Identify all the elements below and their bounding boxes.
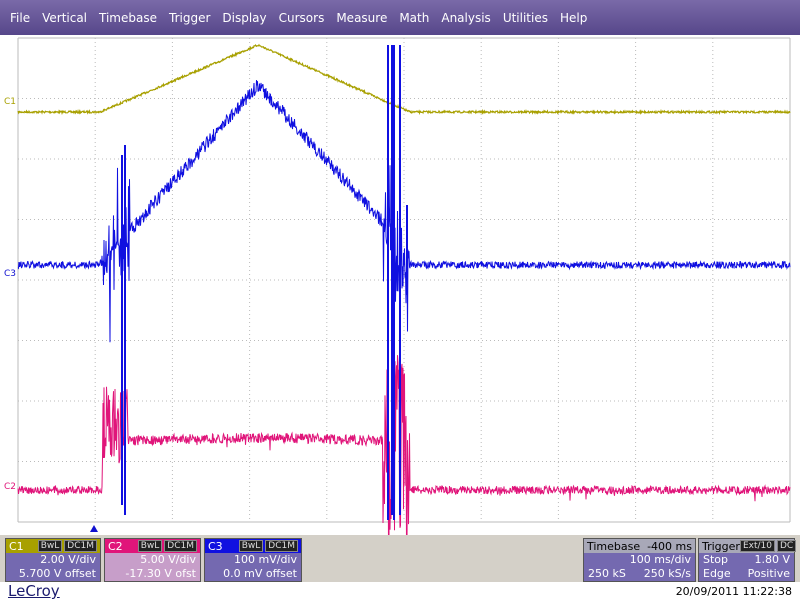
scale: 2.00 V/div (40, 553, 96, 566)
trigger-box[interactable]: Trigger Ext/10 DC Stop 1.80 V Edge Positive (698, 538, 797, 582)
timebase-title: Timebase (587, 539, 641, 553)
footer: LeCroy 20/09/2011 11:22:38 (0, 582, 800, 600)
offset: 5.700 V offset (18, 567, 96, 580)
trace-label: C3 (4, 269, 16, 279)
menu-item[interactable]: Vertical (42, 10, 88, 25)
coupling: DC1M (64, 540, 97, 552)
timebase-box[interactable]: Timebase -400 ms 100 ms/div 250 kS 250 kS/… (583, 538, 696, 582)
channel-name: C2 (108, 539, 123, 553)
bw: BwL (137, 540, 163, 552)
trace-c1 (17, 43, 791, 116)
traces (17, 43, 791, 535)
menu-item[interactable]: Math (399, 10, 430, 25)
bw: BwL (238, 540, 264, 552)
menu-item[interactable]: Measure (336, 10, 388, 25)
trace-label: C2 (4, 482, 16, 492)
channel-box[interactable]: C1 BwL DC1M 2.00 V/div 5.700 V offset (5, 538, 101, 582)
trigger-source: Ext/10 (739, 540, 775, 552)
menu-item[interactable]: Timebase (99, 10, 157, 25)
rate: 250 kS/s (643, 567, 691, 580)
trigger-title: Trigger (702, 539, 740, 553)
trace-label: C1 (4, 97, 16, 107)
menu-item[interactable]: Trigger (169, 10, 211, 25)
samples: 250 kS (588, 567, 626, 580)
scale: 5.00 V/div (140, 553, 196, 566)
trigger-mode: Stop (703, 553, 729, 566)
scale: 100 mV/div (234, 553, 297, 566)
trace-c3 (17, 80, 791, 343)
trigger-type: Edge (703, 567, 731, 580)
trace-c2 (17, 355, 791, 535)
trigger-slope: Positive (747, 567, 790, 580)
channel-box[interactable]: C3 BwL DC1M 100 mV/div 0.0 mV offset (204, 538, 302, 582)
grid (17, 37, 791, 523)
menu-item[interactable]: Utilities (502, 10, 548, 25)
brand: LeCroy (8, 582, 60, 600)
trigger-marker (90, 525, 98, 532)
timestamp: 20/09/2011 11:22:38 (675, 585, 792, 598)
delay: -400 ms (647, 539, 692, 553)
channel-box[interactable]: C2 BwL DC1M 5.00 V/div -17.30 V ofst (104, 538, 201, 582)
channel-name: C3 (208, 539, 223, 553)
trigger-level: 1.80 V (754, 553, 790, 566)
coupling: DC1M (164, 540, 197, 552)
trigger-coupling: DC (776, 540, 797, 552)
menu-item[interactable]: Analysis (441, 10, 491, 25)
offset: -17.30 V ofst (125, 567, 196, 580)
channel-name: C1 (9, 539, 24, 553)
menu-bar: File Vertical Timebase Trigger Display Cursor… (0, 0, 800, 35)
coupling: DC1M (265, 540, 298, 552)
menu-item[interactable]: Display (222, 10, 267, 25)
offset: 0.0 mV offset (223, 567, 297, 580)
menu-item[interactable]: File (10, 10, 31, 25)
menu-item[interactable]: Cursors (278, 10, 325, 25)
menu-item[interactable]: Help (559, 10, 588, 25)
time-scale: 100 ms/div (629, 553, 691, 566)
bw: BwL (37, 540, 63, 552)
waveform-display: C1 C3 C2 (0, 35, 800, 535)
